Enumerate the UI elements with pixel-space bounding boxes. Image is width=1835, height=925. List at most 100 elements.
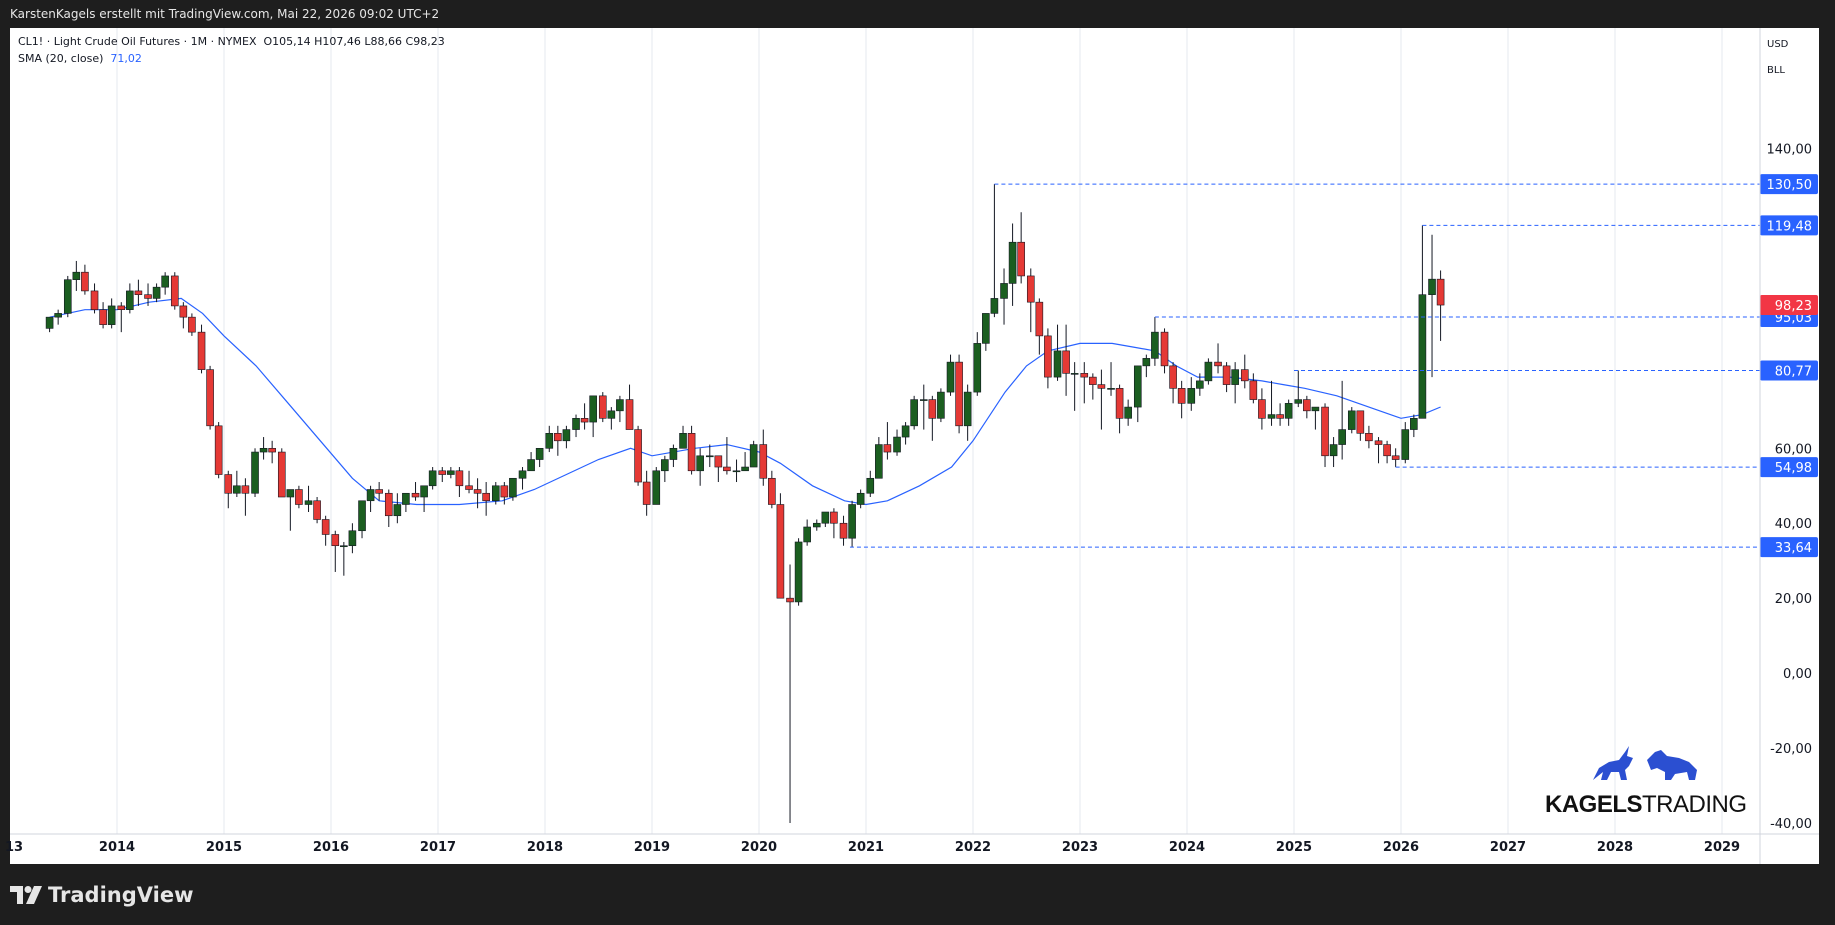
candle bbox=[45, 316, 54, 333]
candle-body bbox=[375, 489, 383, 494]
kagels-bold-text: KAGELS bbox=[1545, 791, 1643, 818]
candle bbox=[1231, 362, 1239, 404]
x-tick-label: 2021 bbox=[848, 840, 884, 855]
candle-body bbox=[313, 500, 321, 520]
candle bbox=[535, 447, 544, 468]
candle bbox=[901, 422, 910, 445]
candle bbox=[1214, 343, 1222, 374]
attribution-text: KarstenKagels erstellt mit TradingView.c… bbox=[10, 7, 440, 21]
legend-sma[interactable]: SMA (20, close) 71,02 bbox=[18, 52, 142, 65]
candle-body bbox=[955, 361, 963, 427]
tradingview-logo[interactable]: TradingView bbox=[10, 883, 193, 907]
last-price-label: 98,23 bbox=[1775, 299, 1812, 314]
x-tick-label: 2024 bbox=[1169, 840, 1205, 855]
x-tick-label: 2015 bbox=[206, 840, 242, 855]
candle bbox=[554, 425, 562, 456]
candle bbox=[1428, 234, 1436, 378]
candle-body bbox=[687, 433, 696, 472]
candle bbox=[117, 302, 126, 333]
candle-body bbox=[251, 451, 259, 494]
candle bbox=[321, 515, 330, 546]
candle-body bbox=[366, 489, 375, 502]
candle bbox=[500, 482, 509, 505]
candle bbox=[910, 395, 918, 430]
candle bbox=[473, 478, 482, 509]
level-price-tag bbox=[1760, 174, 1818, 195]
candle-body bbox=[1356, 410, 1365, 434]
candle-body bbox=[340, 545, 348, 548]
candle bbox=[1017, 212, 1025, 284]
candle bbox=[776, 493, 785, 599]
candle bbox=[72, 260, 81, 291]
candle-body bbox=[642, 481, 651, 505]
candle bbox=[331, 530, 340, 572]
candle-body bbox=[554, 433, 562, 442]
candle bbox=[313, 497, 321, 524]
candle-body bbox=[259, 447, 268, 453]
y-tick-label: -20,00 bbox=[1770, 742, 1812, 757]
candle-body bbox=[580, 418, 589, 423]
candle bbox=[1321, 403, 1329, 468]
level-price-tag bbox=[1760, 360, 1818, 381]
candle bbox=[233, 470, 241, 498]
candle bbox=[1276, 403, 1284, 426]
candle bbox=[206, 365, 214, 430]
x-tick-label: 2025 bbox=[1276, 840, 1312, 855]
candle-body bbox=[705, 455, 714, 458]
axes-layer: 13 2014 2015 2016 2017 2018 2019 2020 2021 2022 20… bbox=[5, 28, 1819, 864]
candle bbox=[955, 354, 963, 434]
level-price-label: 130,50 bbox=[1767, 178, 1813, 193]
candle-body bbox=[937, 391, 945, 419]
y-tick-label: 40,00 bbox=[1775, 517, 1812, 532]
candle-body bbox=[428, 470, 437, 487]
candle bbox=[1284, 399, 1293, 426]
candle bbox=[1160, 328, 1169, 374]
y-tick-label: 0,00 bbox=[1783, 667, 1812, 682]
candle bbox=[241, 478, 250, 516]
candle bbox=[661, 455, 669, 483]
candle-body bbox=[126, 290, 134, 310]
candle-body bbox=[518, 470, 527, 479]
candle bbox=[866, 470, 875, 498]
candle-body bbox=[910, 399, 918, 427]
candle-body bbox=[45, 316, 54, 329]
candle bbox=[1222, 362, 1231, 393]
candle bbox=[1124, 399, 1132, 426]
candle-body bbox=[1097, 384, 1106, 389]
x-tick-label: 2022 bbox=[955, 840, 991, 855]
candle bbox=[1303, 395, 1311, 419]
candle-body bbox=[447, 470, 455, 475]
candle-body bbox=[1401, 429, 1410, 460]
candle-body bbox=[473, 489, 482, 494]
candle bbox=[304, 485, 313, 512]
candle bbox=[455, 467, 464, 498]
candle bbox=[634, 425, 642, 486]
candle-body bbox=[768, 477, 776, 505]
x-tick-label: 2028 bbox=[1597, 840, 1633, 855]
sma-line bbox=[49, 297, 1441, 506]
candle-body bbox=[402, 492, 410, 505]
candle bbox=[99, 302, 107, 329]
legend-symbol[interactable]: CL1! · Light Crude Oil Futures · 1M · NY… bbox=[18, 35, 445, 48]
candle bbox=[687, 425, 696, 475]
candle-body bbox=[1214, 361, 1222, 367]
candle bbox=[741, 452, 749, 472]
level-price-label: 119,48 bbox=[1767, 219, 1813, 234]
candle-body bbox=[358, 500, 366, 532]
candle-body bbox=[812, 522, 821, 528]
candle bbox=[982, 313, 990, 351]
candle-body bbox=[393, 504, 402, 517]
candle-body bbox=[723, 466, 731, 472]
chart-panel[interactable] bbox=[10, 28, 1819, 864]
candle bbox=[491, 482, 500, 505]
candle bbox=[1410, 414, 1418, 438]
candle bbox=[1115, 384, 1124, 434]
tradingview-wordmark: TradingView bbox=[48, 883, 194, 907]
candle bbox=[348, 523, 357, 554]
x-tick-label: 2029 bbox=[1704, 840, 1740, 855]
candle bbox=[179, 302, 188, 329]
candle bbox=[607, 407, 616, 430]
candle bbox=[830, 508, 838, 539]
